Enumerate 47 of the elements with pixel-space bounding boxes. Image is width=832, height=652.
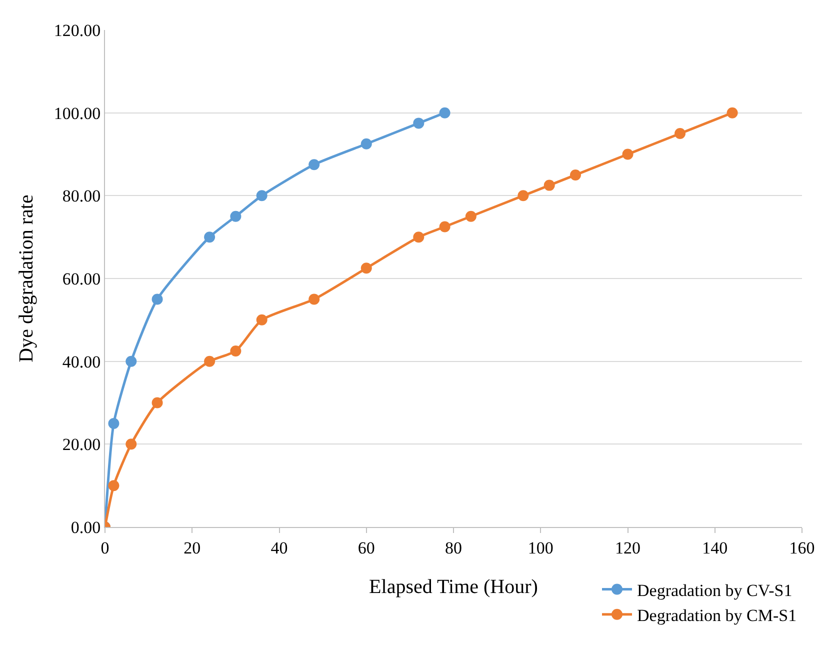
point: [570, 169, 581, 180]
y-tick-label: 20.00: [62, 435, 101, 454]
point: [674, 128, 686, 140]
point: [308, 294, 320, 305]
x-tick-label: 40: [270, 538, 288, 558]
point: [256, 314, 268, 326]
point: [413, 118, 424, 129]
point: [256, 190, 268, 202]
x-tick-label: 60: [358, 538, 375, 558]
point: [360, 262, 372, 274]
point: [726, 107, 738, 118]
legend-label: Degradation by CM-S1: [637, 606, 797, 626]
legend-label: Degradation by CV-S1: [637, 580, 792, 600]
point: [204, 232, 216, 243]
x-tick-label: 100: [528, 538, 554, 558]
point: [108, 418, 120, 429]
x-tick-label: 160: [789, 538, 815, 558]
point: [308, 159, 320, 170]
point: [518, 190, 529, 202]
y-tick-label: 100.00: [54, 104, 101, 123]
point: [230, 210, 242, 222]
point: [108, 480, 120, 492]
point: [126, 356, 137, 367]
point: [230, 345, 242, 356]
y-tick-label: 120.00: [54, 20, 101, 40]
y-tick-label: 80.00: [62, 186, 101, 206]
point: [204, 356, 216, 367]
x-tick-label: 140: [702, 538, 728, 558]
y-tick-label: 0.00: [70, 518, 101, 537]
point: [439, 107, 450, 118]
point: [152, 294, 163, 305]
point: [126, 438, 137, 450]
point: [152, 397, 163, 408]
point: [622, 148, 634, 160]
x-tick-label: 80: [445, 538, 462, 558]
x-axis-title: Elapsed Time (Hour): [369, 576, 538, 598]
point: [413, 232, 424, 243]
point: [544, 180, 555, 191]
point: [439, 221, 450, 232]
x-tick-label: 120: [615, 538, 640, 558]
point: [360, 138, 372, 150]
y-tick-label: 40.00: [62, 352, 101, 372]
y-axis-title: Dye degradation rate: [15, 194, 38, 362]
x-tick-label: 20: [184, 538, 201, 558]
y-tick-label: 60.00: [62, 269, 101, 288]
point: [465, 210, 476, 222]
x-tick-label: 0: [100, 538, 110, 558]
